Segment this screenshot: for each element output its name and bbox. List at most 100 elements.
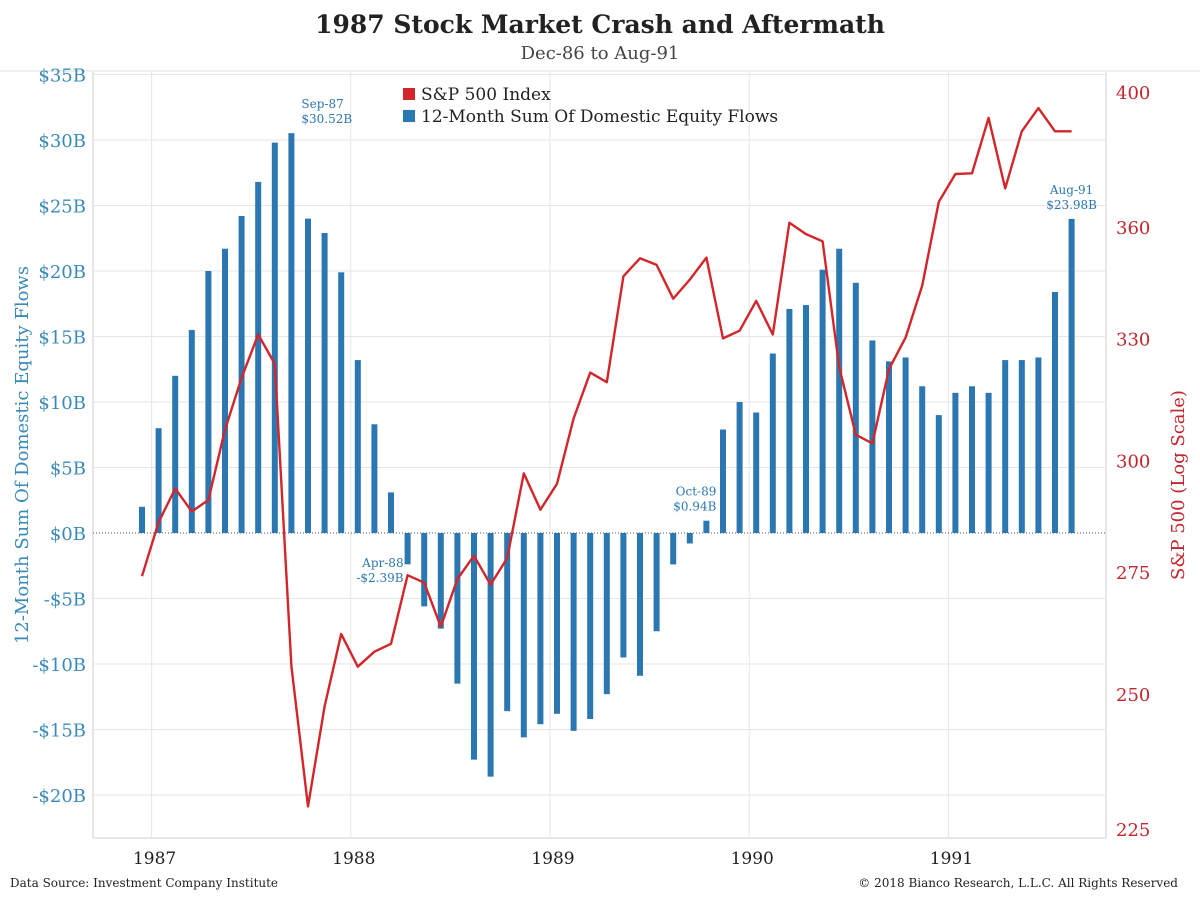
y-right-tick-label: 275 — [1116, 563, 1150, 584]
flow-bar — [703, 520, 710, 533]
flow-bar — [338, 272, 345, 533]
flow-bar — [852, 282, 859, 533]
flow-bar — [769, 353, 776, 533]
flow-bar — [305, 218, 311, 533]
flow-bar — [902, 357, 909, 533]
flow-bar — [620, 533, 627, 658]
copyright-note: © 2018 Bianco Research, L.L.C. All Right… — [858, 876, 1178, 890]
flow-bar — [952, 392, 959, 533]
chart-subtitle: Dec-86 to Aug-91 — [520, 43, 680, 64]
flow-bar — [587, 533, 594, 720]
annotation-date: Apr-88 — [361, 556, 403, 570]
y-right-tick-label: 250 — [1116, 685, 1150, 706]
flow-bar — [471, 533, 477, 760]
grid-layer — [0, 70, 1200, 839]
legend-label: 12-Month Sum Of Domestic Equity Flows — [421, 107, 778, 127]
flow-bar — [969, 386, 975, 533]
y-left-tick-label: $25B — [38, 197, 86, 218]
legend-label: S&P 500 Index — [421, 85, 551, 105]
flow-bar — [1002, 360, 1009, 533]
flow-bar — [520, 533, 527, 738]
flow-bar — [720, 429, 726, 533]
annotation-layer: Sep-87$30.52B Apr-88-$2.39B Oct-89$0.94B Au… — [301, 97, 1097, 585]
flow-bar — [354, 360, 361, 533]
y-left-tick-label: -$5B — [44, 590, 86, 611]
y-left-tick-label: $10B — [38, 393, 86, 414]
flow-bar — [637, 533, 643, 676]
x-tick-label: 1988 — [332, 849, 375, 869]
flow-bar — [388, 492, 394, 533]
annotation-value: $0.94B — [673, 500, 716, 514]
flow-bar — [985, 392, 992, 533]
y-left-tick-label: $15B — [38, 328, 86, 349]
line-layer — [140, 106, 1072, 808]
flow-bar — [404, 533, 411, 565]
flow-bar — [670, 533, 677, 565]
flow-bar — [321, 233, 328, 533]
flow-bar — [504, 533, 511, 712]
flow-bar — [686, 533, 693, 544]
flow-bar — [172, 375, 179, 533]
flow-bar — [886, 361, 892, 533]
y-left-tick-label: $30B — [38, 131, 86, 152]
flow-bar — [371, 424, 378, 533]
flow-bar — [437, 533, 444, 629]
sp500-line — [140, 106, 1072, 808]
flow-bar — [188, 329, 195, 533]
y-left-tick-label: -$15B — [32, 721, 86, 742]
annotation-date: Oct-89 — [676, 485, 717, 499]
flow-bar — [1018, 360, 1025, 533]
y-right-tick-label: 300 — [1116, 452, 1150, 473]
flow-bar — [554, 533, 560, 714]
y-right-tick-label: 360 — [1116, 218, 1150, 239]
flow-bar — [736, 402, 743, 533]
flow-bar — [487, 533, 494, 777]
annotation-value: -$2.39B — [356, 571, 403, 585]
y-left-axis-title: 12-Month Sum Of Domestic Equity Flows — [12, 266, 33, 644]
x-tick-label: 1991 — [930, 849, 973, 869]
annotation-value: $23.98B — [1046, 198, 1097, 212]
flow-bar — [454, 533, 461, 684]
annotation-date: Aug-91 — [1049, 183, 1093, 197]
flow-bar — [139, 506, 145, 533]
flow-bar — [819, 269, 826, 533]
y-left-tick-label: $0B — [50, 524, 86, 545]
y-left-tick-label: -$10B — [32, 655, 86, 676]
x-tick-label: 1990 — [731, 849, 774, 869]
y-left-tick-label: $35B — [38, 66, 86, 87]
flow-bar — [836, 248, 843, 534]
flow-bar — [653, 533, 660, 632]
legend-swatch — [403, 88, 415, 100]
flow-bar — [421, 533, 428, 607]
y-right-axis-title: S&P 500 (Log Scale) — [1168, 390, 1189, 580]
flow-bar — [271, 142, 278, 533]
flow-bar — [1068, 218, 1075, 533]
legend-swatch — [403, 110, 415, 122]
axis-layer: $35B $30B $25B $20B $15B $10B $5B $0B -$5B -$10B -… — [12, 66, 1189, 870]
y-left-tick-label: -$20B — [32, 786, 86, 807]
annotation-date: Sep-87 — [301, 97, 343, 111]
flow-bar — [935, 415, 942, 533]
flow-bar — [753, 412, 760, 533]
y-left-tick-label: $5B — [50, 459, 86, 480]
flow-bar — [603, 533, 610, 695]
flow-bar — [155, 428, 162, 533]
x-tick-label: 1987 — [133, 849, 176, 869]
flow-bar — [537, 533, 544, 725]
y-right-tick-label: 225 — [1116, 820, 1150, 841]
bar-layer — [139, 133, 1075, 777]
flow-bar — [803, 305, 809, 533]
annotation-value: $30.52B — [301, 112, 352, 126]
flow-bar — [919, 386, 926, 533]
data-source-note: Data Source: Investment Company Institut… — [10, 876, 279, 890]
flow-bar — [1052, 291, 1058, 533]
chart-title: 1987 Stock Market Crash and Aftermath — [315, 10, 885, 39]
y-left-tick-label: $20B — [38, 262, 86, 283]
flow-bar — [288, 133, 295, 534]
flow-bar — [869, 340, 876, 533]
x-tick-label: 1989 — [531, 849, 574, 869]
flow-bar — [786, 308, 793, 533]
